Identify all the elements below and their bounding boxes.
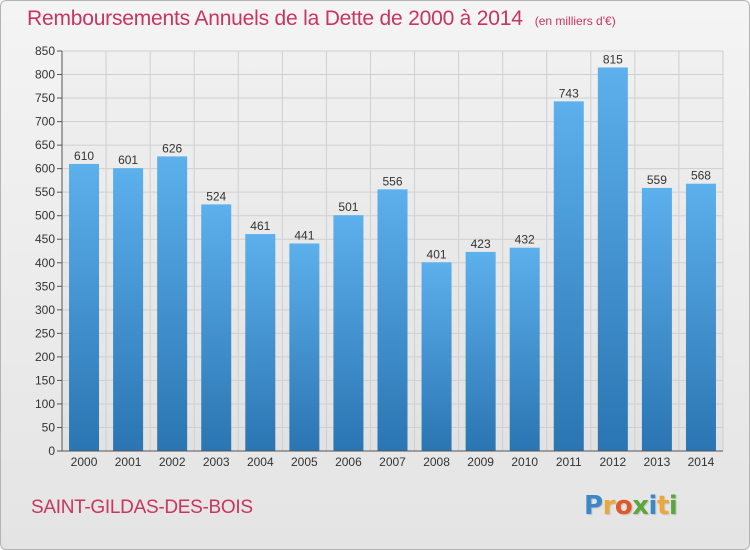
x-tick-label: 2002 [159,455,186,469]
y-tick-label: 0 [48,444,55,458]
chart-title: Remboursements Annuels de la Dette de 20… [27,7,523,30]
logo-letter: r [602,491,616,521]
x-tick-label: 2001 [115,455,142,469]
bars: 610 601 626 524 461 441 501 556 401 423 432 743 815 5… [69,52,716,452]
data-label: 601 [118,153,138,167]
data-label: 556 [382,174,402,188]
x-tick-label: 2006 [335,455,362,469]
x-tick-label: 2014 [688,455,715,469]
y-tick-label: 200 [35,350,55,364]
y-tick-label: 450 [35,232,55,246]
y-tick-label: 700 [35,115,55,129]
logo-letter: t [656,491,669,521]
data-label: 461 [250,219,270,233]
data-label: 743 [559,86,579,100]
data-label: 432 [515,233,535,247]
x-tick-label: 2011 [556,455,582,469]
data-label: 568 [691,169,711,183]
data-label: 559 [647,173,667,187]
x-tick-label: 2009 [467,455,494,469]
x-tick-label: 2007 [379,455,406,469]
bar [113,168,144,452]
bar [377,189,408,451]
bar [597,67,628,452]
y-tick-label: 150 [35,373,55,387]
y-tick-label: 650 [35,138,55,152]
chart-title-row: Remboursements Annuels de la Dette de 20… [27,7,616,31]
bar [421,262,452,451]
bar [157,156,188,452]
y-tick-label: 400 [35,256,55,270]
data-label: 610 [74,149,94,163]
x-tick-label: 2000 [71,455,98,469]
logo-letter: o [614,491,633,521]
y-tick-label: 300 [35,303,55,317]
y-tick-label: 500 [35,209,55,223]
y-tick-label: 600 [35,162,55,176]
bar [509,247,540,451]
proxiti-logo: Proxiti [584,491,678,521]
logo-letter: i [648,491,658,521]
x-tick-label: 2013 [644,455,671,469]
y-tick-label: 350 [35,279,55,293]
y-tick-label: 100 [35,397,55,411]
data-label: 401 [427,247,447,261]
data-label: 441 [294,228,314,242]
x-tick-label: 2004 [247,455,274,469]
bar [685,183,716,452]
logo-letter: P [584,491,603,521]
y-tick-label: 750 [35,91,55,105]
x-tick-label: 2008 [423,455,450,469]
y-tick-label: 550 [35,185,55,199]
logo-letter: x [632,491,649,521]
bar [69,163,100,452]
y-tick-label: 800 [35,68,55,82]
logo-letter: i [668,491,678,521]
bar [465,251,496,451]
data-label: 626 [162,141,182,155]
y-tick-label: 850 [35,44,55,58]
y-tick-label: 50 [42,420,56,434]
bar [289,243,320,451]
x-tick-label: 2012 [599,455,626,469]
data-label: 524 [206,189,226,203]
x-tick-label: 2010 [511,455,538,469]
data-label: 423 [471,237,491,251]
axes: 0 50 100 150 200 250 300 350 400 450 500 550 600 650 7… [35,44,723,469]
x-tick-label: 2005 [291,455,318,469]
y-tick-label: 250 [35,326,55,340]
bar [641,187,672,452]
bar [245,234,276,451]
bar [553,101,584,452]
chart-unit-note: (en milliers d'€) [534,14,616,28]
bar [201,204,232,451]
bar [333,215,364,451]
data-label: 815 [603,52,623,66]
city-name: SAINT-GILDAS-DES-BOIS [31,497,253,518]
data-label: 501 [338,200,358,214]
x-tick-label: 2003 [203,455,230,469]
